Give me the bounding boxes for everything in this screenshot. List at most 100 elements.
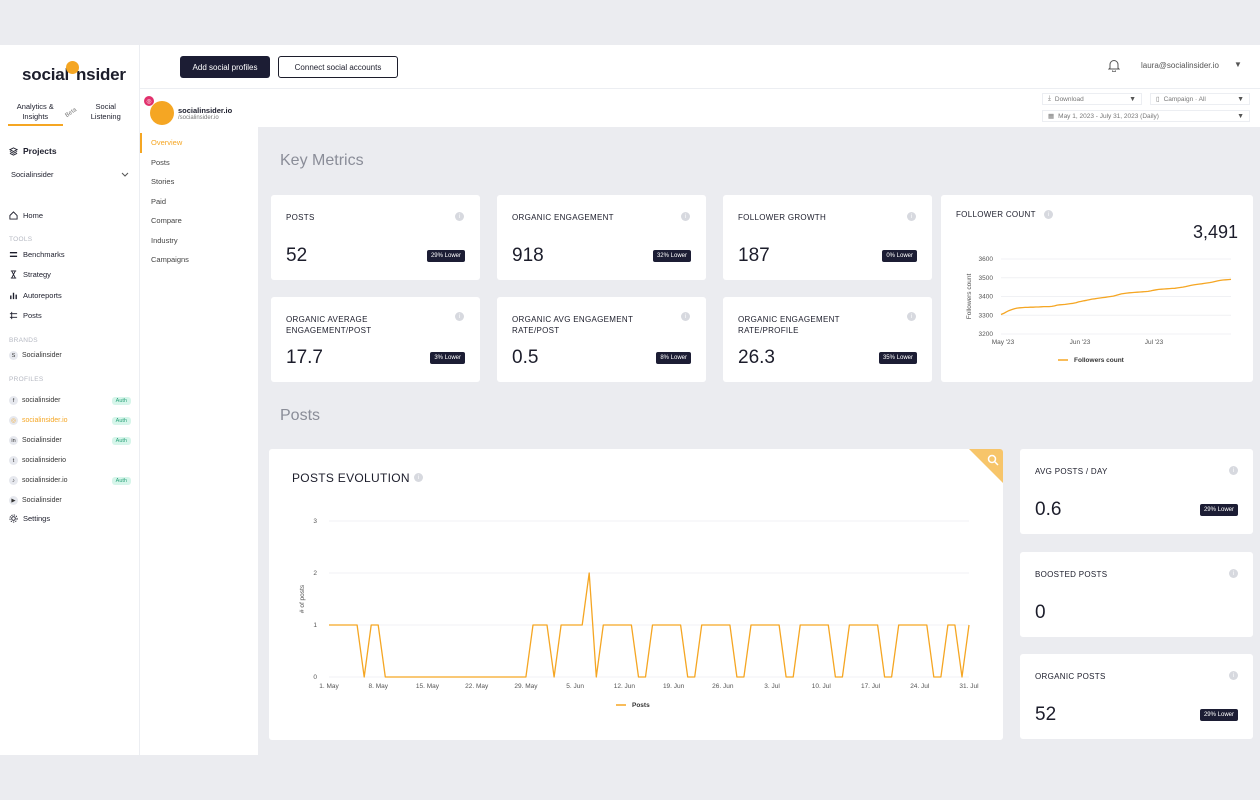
metric-value: 52	[1035, 704, 1057, 725]
info-icon[interactable]: i	[681, 312, 690, 321]
connect-social-accounts-button[interactable]: Connect social accounts	[278, 56, 398, 78]
layers-icon	[9, 146, 18, 156]
metric-card-boosted-posts: BOOSTED POSTS i 0	[1020, 552, 1253, 637]
chevron-down-icon	[121, 172, 129, 177]
x-tick-label: 15. May	[416, 683, 440, 690]
sidebar-item-posts[interactable]: Posts	[9, 311, 42, 320]
socialinsider-logo[interactable]: social nsider	[22, 61, 126, 85]
strategy-icon	[10, 270, 17, 279]
x-tick-label: 31. Jul	[959, 683, 979, 690]
info-icon[interactable]: i	[1044, 210, 1053, 219]
sidebar-item-settings[interactable]: Settings	[9, 514, 50, 523]
projects-heading[interactable]: Projects	[9, 146, 57, 156]
info-icon[interactable]: i	[681, 212, 690, 221]
metric-card-avg-posts-day: AVG POSTS / DAY i 0.6 29% Lower	[1020, 449, 1253, 534]
y-tick-label: 2	[313, 570, 317, 577]
info-icon[interactable]: i	[414, 473, 423, 482]
y-tick-label: 3200	[979, 331, 994, 338]
auth-badge: Auth	[111, 476, 131, 485]
subnav-stories[interactable]: Stories	[151, 177, 175, 186]
comparison-badge: 8% Lower	[656, 352, 691, 364]
search-icon[interactable]	[987, 454, 999, 466]
chevron-down-icon: ▼	[1237, 95, 1244, 103]
x-tick-label: 10. Jul	[812, 683, 832, 690]
profile-item-linkedin[interactable]: in Socialinsider Auth	[9, 436, 131, 445]
subnav-industry[interactable]: Industry	[151, 235, 178, 245]
y-axis-label: Followers count	[966, 274, 973, 320]
metric-value: 187	[738, 245, 770, 266]
auth-badge: Auth	[111, 416, 131, 425]
subnav-paid[interactable]: Paid	[151, 196, 167, 206]
profile-item-instagram[interactable]: ◎ socialinsider.io Auth	[9, 416, 131, 425]
project-select[interactable]: Socialinsider	[11, 170, 129, 179]
comparison-badge: 29% Lower	[1199, 709, 1238, 721]
download-icon: ⤓	[1048, 95, 1051, 102]
follower-count-chart: 3200 3300 3400 3500 3600 May '23 Jun '23 Jul '2…	[966, 256, 1232, 364]
campaign-icon: ▯	[1156, 96, 1160, 103]
metric-card-engagement-rate-profile: ORGANIC ENGAGEMENT RATE/PROFILE i 26.3 3…	[723, 297, 932, 382]
profile-name: socialinsider.io	[178, 105, 233, 115]
sidebar-item-benchmarks[interactable]: Benchmarks	[9, 250, 65, 259]
y-axis-label: # of posts	[299, 584, 306, 613]
info-icon[interactable]: i	[1229, 671, 1238, 680]
auth-badge: Auth	[111, 436, 131, 445]
x-tick-label: 5. Jun	[566, 683, 584, 690]
x-tick-label: 22. May	[465, 683, 489, 690]
x-tick-label: 1. May	[319, 683, 339, 690]
user-email[interactable]: laura@socialinsider.io	[1141, 61, 1219, 70]
metric-card-organic-engagement: ORGANIC ENGAGEMENT i 918 32% Lower	[497, 195, 706, 280]
subnav-campaigns[interactable]: Campaigns	[151, 255, 189, 264]
posts-evolution-card: POSTS EVOLUTION i 0 1 2 3 1. May 8. May 15. Ma…	[269, 449, 1003, 740]
x-tick-label: Jul '23	[1145, 339, 1164, 346]
user-menu-caret-icon[interactable]: ▼	[1234, 60, 1242, 69]
info-icon[interactable]: i	[907, 312, 916, 321]
x-tick-label: 3. Jul	[764, 683, 780, 690]
metric-card-organic-posts: ORGANIC POSTS i 52 29% Lower	[1020, 654, 1253, 739]
metric-card-follower-growth: FOLLOWER GROWTH i 187 0% Lower	[723, 195, 932, 280]
tab-analytics-insights[interactable]: Analytics & Insights	[8, 100, 63, 126]
profile-avatar: ◎	[144, 96, 174, 125]
x-tick-label: May '23	[992, 339, 1015, 346]
zoom-corner[interactable]	[969, 449, 1003, 483]
x-tick-label: 26. Jun	[712, 683, 734, 690]
posts-section-title: Posts	[280, 407, 321, 424]
info-icon[interactable]: i	[455, 312, 464, 321]
product-tabs: Analytics & Insights Beta Social Listeni…	[8, 100, 133, 126]
instagram-icon: ◎	[9, 416, 18, 425]
info-icon[interactable]: i	[907, 212, 916, 221]
top-bar: Add social profiles Connect social accou…	[140, 45, 1260, 89]
sidebar-item-autoreports[interactable]: Autoreports	[9, 291, 62, 300]
metric-value: 918	[512, 245, 544, 266]
sidebar-item-strategy[interactable]: Strategy	[9, 270, 51, 279]
subnav-compare[interactable]: Compare	[151, 216, 182, 225]
subnav-overview[interactable]: Overview	[140, 133, 258, 153]
brands-label: BRANDS	[9, 337, 38, 344]
add-social-profiles-button[interactable]: Add social profiles	[180, 56, 270, 78]
info-icon[interactable]: i	[1229, 569, 1238, 578]
sidebar-item-home[interactable]: Home	[9, 211, 43, 220]
campaign-dropdown[interactable]: ▯ Campaign · All ▼	[1150, 93, 1250, 105]
profile-item-tiktok[interactable]: ♪ socialinsider.io Auth	[9, 476, 131, 485]
linkedin-icon: in	[9, 436, 18, 445]
metric-card-posts: POSTS i 52 29% Lower	[271, 195, 480, 280]
metric-value: 17.7	[286, 347, 323, 368]
gear-icon	[9, 514, 18, 523]
metric-value: 0	[1035, 602, 1046, 623]
download-dropdown[interactable]: ⤓ Download ▼	[1042, 93, 1142, 105]
bell-icon[interactable]	[1108, 59, 1120, 72]
date-range-picker[interactable]: ▦ May 1, 2023 - July 31, 2023 (Daily) ▼	[1042, 110, 1250, 122]
profile-item-facebook[interactable]: f socialinsider Auth	[9, 396, 131, 405]
posts-evolution-title: POSTS EVOLUTION	[292, 471, 410, 485]
bottom-band	[0, 755, 1260, 800]
brand-item[interactable]: S Socialinsider	[9, 351, 131, 360]
comparison-badge: 3% Lower	[430, 352, 465, 364]
calendar-icon: ▦	[1048, 113, 1055, 120]
profile-item-twitter[interactable]: t socialinsiderio	[9, 456, 131, 465]
info-icon[interactable]: i	[1229, 466, 1238, 475]
info-icon[interactable]: i	[455, 212, 464, 221]
tab-social-listening[interactable]: Beta Social Listening	[63, 102, 121, 121]
profile-item-youtube[interactable]: ▶ Socialinsider	[9, 496, 131, 505]
follower-count-card: FOLLOWER COUNT i 3,491 3200 3300 3400 3500 3…	[941, 195, 1253, 382]
home-icon	[9, 211, 18, 220]
subnav-posts[interactable]: Posts	[151, 157, 170, 167]
